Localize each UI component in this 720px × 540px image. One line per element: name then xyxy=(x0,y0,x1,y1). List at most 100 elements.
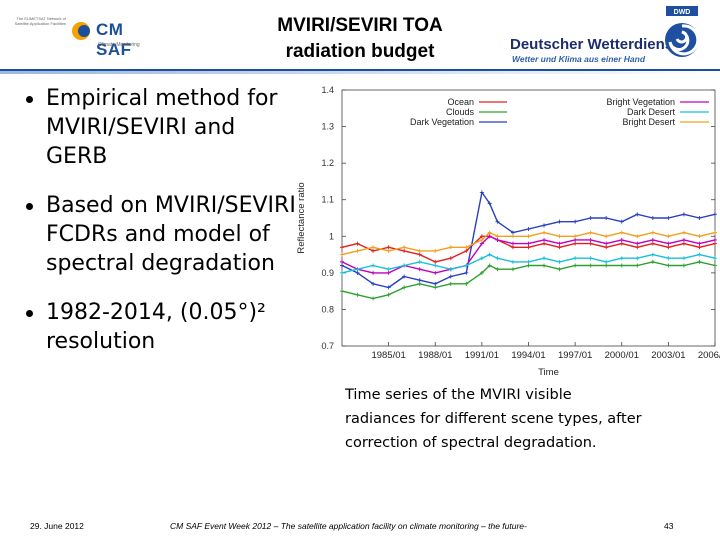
footer-date: 29. June 2012 xyxy=(30,521,84,531)
data-point xyxy=(417,252,422,257)
data-point xyxy=(402,245,407,250)
data-point xyxy=(433,270,438,275)
data-point xyxy=(433,248,438,253)
data-point xyxy=(340,289,344,294)
data-point xyxy=(487,234,492,239)
data-point xyxy=(666,245,671,250)
data-point xyxy=(604,216,609,220)
cmsaf-logo: The EUMETSAT Network of Satellite Applic… xyxy=(14,14,164,59)
bullet-dot-icon xyxy=(26,96,33,103)
data-point xyxy=(604,234,609,239)
data-point xyxy=(386,248,391,253)
y-axis-label: Reflectance ratio xyxy=(296,182,307,253)
data-point xyxy=(573,256,578,261)
data-point xyxy=(402,285,407,290)
data-point xyxy=(340,252,344,257)
data-point xyxy=(402,248,407,253)
data-point xyxy=(510,241,515,246)
data-point xyxy=(464,248,469,253)
data-point xyxy=(510,230,515,235)
data-point xyxy=(681,230,686,235)
data-point xyxy=(588,263,593,268)
legend-label: Dark Desert xyxy=(627,107,676,117)
data-point xyxy=(604,263,609,268)
data-point xyxy=(542,223,547,228)
data-point xyxy=(588,241,593,246)
data-point xyxy=(417,248,422,253)
footer-event: CM SAF Event Week 2012 – The satellite a… xyxy=(170,521,527,531)
data-point xyxy=(697,259,702,264)
reflectance-chart: 0.7 0.8 0.9 1 1.1 1.2 1.3 1.4 1985/01 1988/01 1991… xyxy=(292,84,720,382)
data-point xyxy=(542,230,547,235)
data-point xyxy=(604,245,609,250)
data-point xyxy=(433,281,438,286)
data-point xyxy=(619,263,624,268)
legend-label: Bright Vegetation xyxy=(606,97,675,107)
data-point xyxy=(386,267,391,272)
data-point xyxy=(371,296,376,301)
bullet-list: Empirical method for MVIRI/SEVIRI and GE… xyxy=(26,84,296,376)
data-point xyxy=(619,237,624,242)
data-point xyxy=(526,263,531,268)
series-line xyxy=(341,191,716,289)
data-point xyxy=(713,230,717,235)
data-point xyxy=(526,226,531,231)
data-point xyxy=(510,259,515,264)
data-point xyxy=(666,256,671,261)
data-point xyxy=(619,230,624,235)
data-point xyxy=(495,267,500,272)
header-rule-gradient xyxy=(0,71,720,74)
data-point xyxy=(526,259,531,264)
data-point xyxy=(386,285,391,290)
data-point xyxy=(697,241,702,246)
data-point xyxy=(557,219,562,224)
data-point xyxy=(650,230,655,235)
data-point xyxy=(681,263,686,268)
figure-caption: Time series of the MVIRI visible radianc… xyxy=(345,387,642,451)
x-tick-label: 1994/01 xyxy=(511,350,545,361)
data-point xyxy=(448,267,453,272)
data-point xyxy=(697,234,702,239)
title-line-2: radiation budget xyxy=(285,41,435,62)
data-point xyxy=(666,241,671,246)
data-point xyxy=(355,267,360,272)
y-tick-label: 1.2 xyxy=(321,158,334,168)
data-point xyxy=(487,252,492,257)
data-point xyxy=(371,245,376,250)
data-point xyxy=(713,256,717,261)
data-point xyxy=(681,237,686,242)
cmsaf-subtitle: Climate Monitoring xyxy=(98,42,140,48)
y-tick-label: 0.7 xyxy=(321,341,334,351)
data-point xyxy=(487,201,492,206)
data-point xyxy=(713,263,717,268)
data-point xyxy=(495,234,500,239)
data-point xyxy=(650,241,655,246)
dwd-badge-text: DWD xyxy=(674,9,691,16)
bullet-text: 1982-2014, (0.05°)² resolution xyxy=(46,300,266,354)
data-point xyxy=(666,234,671,239)
data-point xyxy=(386,292,391,297)
y-tick-label: 1.1 xyxy=(321,195,334,205)
data-point xyxy=(604,259,609,264)
title-line-1: MVIRI/SEVIRI TOA xyxy=(277,15,443,36)
data-point xyxy=(510,267,515,272)
legend-label: Bright Desert xyxy=(622,117,675,127)
data-point xyxy=(433,263,438,268)
y-tick-label: 0.8 xyxy=(321,304,334,314)
data-point xyxy=(542,263,547,268)
data-point xyxy=(417,281,422,286)
data-point xyxy=(510,234,515,239)
cmsaf-small-text: The EUMETSAT Network of Satellite Applic… xyxy=(14,16,66,26)
data-point xyxy=(713,241,717,246)
data-point xyxy=(464,263,469,268)
y-tick-label: 1.3 xyxy=(321,122,334,132)
data-point xyxy=(448,281,453,286)
sun-icon xyxy=(72,22,90,40)
data-point xyxy=(340,259,344,264)
data-point xyxy=(573,241,578,246)
series-line xyxy=(341,261,716,300)
data-point xyxy=(681,212,686,217)
data-point xyxy=(557,241,562,246)
y-tick-label: 1.4 xyxy=(321,85,334,95)
data-point xyxy=(573,234,578,239)
